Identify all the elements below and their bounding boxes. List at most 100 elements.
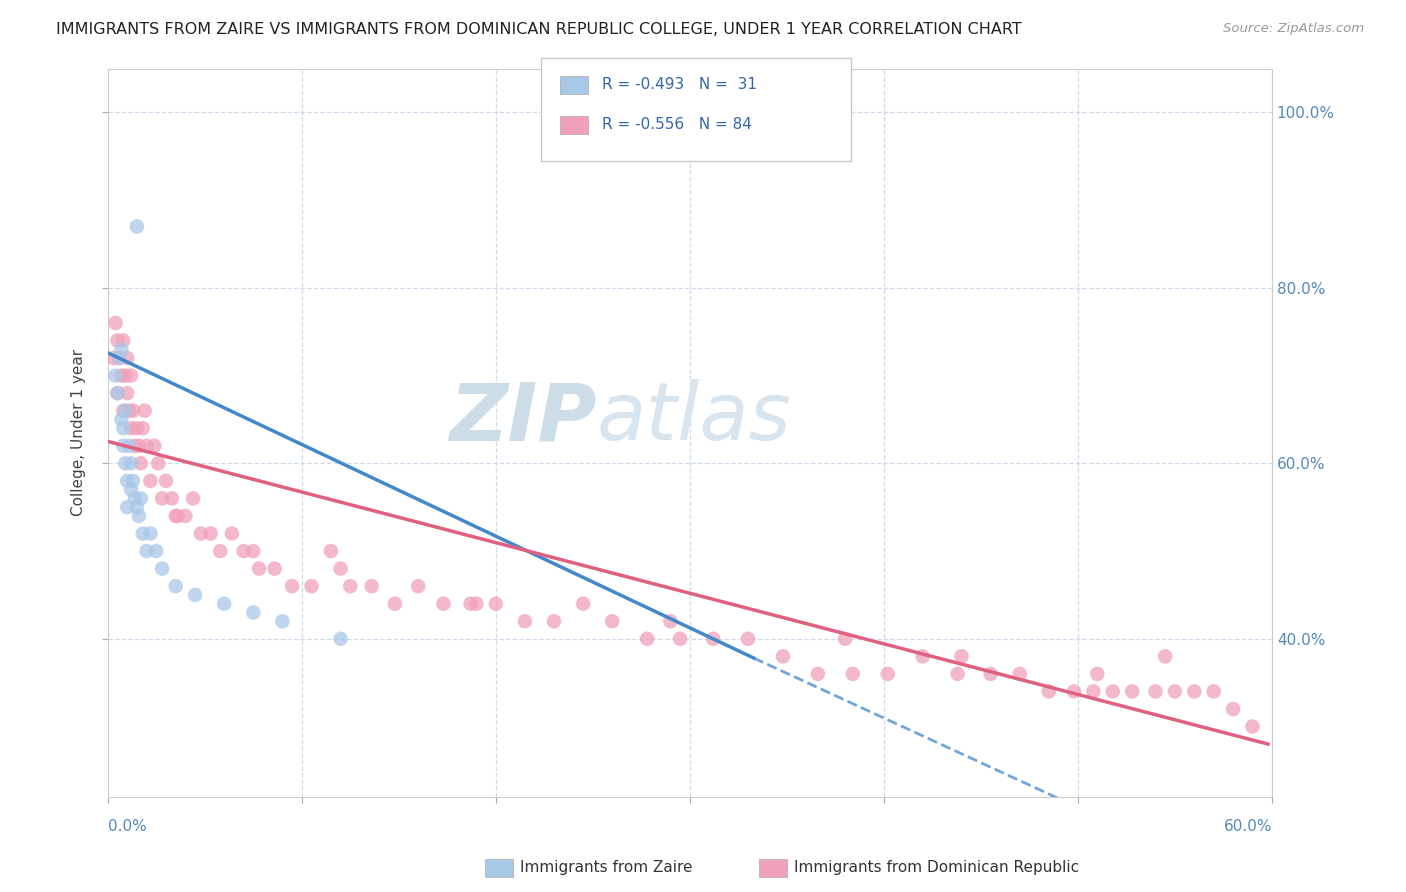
Point bbox=[384, 597, 406, 611]
Point bbox=[190, 526, 212, 541]
Point bbox=[1083, 684, 1105, 698]
Point bbox=[107, 386, 129, 401]
Text: Immigrants from Zaire: Immigrants from Zaire bbox=[520, 860, 693, 874]
Point bbox=[125, 219, 148, 234]
Point bbox=[135, 439, 157, 453]
Point bbox=[150, 561, 173, 575]
Point bbox=[242, 544, 264, 558]
Point bbox=[110, 343, 132, 357]
Point bbox=[946, 666, 969, 681]
Point bbox=[1101, 684, 1123, 698]
Point bbox=[212, 597, 235, 611]
Point bbox=[129, 491, 152, 506]
Point bbox=[1154, 649, 1177, 664]
Point bbox=[112, 403, 135, 417]
Point bbox=[329, 561, 352, 575]
Point bbox=[114, 403, 136, 417]
Point bbox=[1241, 719, 1264, 733]
Point bbox=[876, 666, 898, 681]
Text: ZIP: ZIP bbox=[450, 379, 596, 457]
Point bbox=[572, 597, 595, 611]
Point bbox=[636, 632, 658, 646]
Text: IMMIGRANTS FROM ZAIRE VS IMMIGRANTS FROM DOMINICAN REPUBLIC COLLEGE, UNDER 1 YEA: IMMIGRANTS FROM ZAIRE VS IMMIGRANTS FROM… bbox=[56, 22, 1022, 37]
Point bbox=[135, 544, 157, 558]
Point bbox=[165, 579, 187, 593]
Point bbox=[1182, 684, 1205, 698]
Point bbox=[1038, 684, 1060, 698]
Point bbox=[134, 403, 156, 417]
Point bbox=[543, 614, 565, 628]
Point bbox=[128, 508, 150, 523]
Point bbox=[118, 403, 141, 417]
Point bbox=[702, 632, 724, 646]
Point bbox=[911, 649, 934, 664]
Point bbox=[247, 561, 270, 575]
Point bbox=[115, 386, 138, 401]
Point bbox=[184, 588, 207, 602]
Point bbox=[1164, 684, 1187, 698]
Point bbox=[104, 316, 127, 330]
Point bbox=[319, 544, 342, 558]
Text: R = -0.556   N = 84: R = -0.556 N = 84 bbox=[602, 118, 752, 132]
Point bbox=[114, 368, 136, 383]
Point bbox=[209, 544, 232, 558]
Point bbox=[115, 351, 138, 365]
Point bbox=[114, 456, 136, 470]
Point bbox=[329, 632, 352, 646]
Point bbox=[145, 544, 167, 558]
Point bbox=[600, 614, 623, 628]
Text: R = -0.493   N =  31: R = -0.493 N = 31 bbox=[602, 78, 756, 92]
Point bbox=[1202, 684, 1225, 698]
Point bbox=[120, 483, 142, 497]
Point bbox=[432, 597, 454, 611]
Point bbox=[465, 597, 488, 611]
Point bbox=[104, 368, 127, 383]
Point bbox=[263, 561, 285, 575]
Point bbox=[107, 386, 129, 401]
Y-axis label: College, Under 1 year: College, Under 1 year bbox=[72, 349, 86, 516]
Point bbox=[271, 614, 294, 628]
Point bbox=[110, 368, 132, 383]
Point bbox=[737, 632, 759, 646]
Point bbox=[148, 456, 170, 470]
Point bbox=[485, 597, 508, 611]
Point bbox=[950, 649, 973, 664]
Point bbox=[669, 632, 692, 646]
Point bbox=[232, 544, 254, 558]
Point bbox=[150, 491, 173, 506]
Point bbox=[125, 500, 148, 515]
Text: atlas: atlas bbox=[596, 379, 792, 457]
Point bbox=[242, 606, 264, 620]
Point bbox=[221, 526, 243, 541]
Point bbox=[1008, 666, 1031, 681]
Text: 60.0%: 60.0% bbox=[1223, 819, 1272, 834]
Text: Immigrants from Dominican Republic: Immigrants from Dominican Republic bbox=[794, 860, 1080, 874]
Point bbox=[980, 666, 1002, 681]
Point bbox=[124, 439, 146, 453]
Point bbox=[772, 649, 794, 664]
Point bbox=[360, 579, 382, 593]
Point bbox=[834, 632, 856, 646]
Point bbox=[110, 412, 132, 426]
Point bbox=[139, 474, 162, 488]
Point bbox=[143, 439, 166, 453]
Text: 0.0%: 0.0% bbox=[108, 819, 146, 834]
Point bbox=[129, 456, 152, 470]
Point bbox=[160, 491, 183, 506]
Point bbox=[1144, 684, 1167, 698]
Point bbox=[200, 526, 222, 541]
Point bbox=[181, 491, 204, 506]
Point bbox=[174, 508, 197, 523]
Point bbox=[155, 474, 177, 488]
Point bbox=[139, 526, 162, 541]
Point bbox=[807, 666, 830, 681]
Point bbox=[842, 666, 865, 681]
Point bbox=[124, 491, 146, 506]
Point bbox=[166, 508, 188, 523]
Point bbox=[406, 579, 429, 593]
Text: Source: ZipAtlas.com: Source: ZipAtlas.com bbox=[1223, 22, 1364, 36]
Point bbox=[107, 334, 129, 348]
Point bbox=[301, 579, 323, 593]
Point bbox=[659, 614, 682, 628]
Point bbox=[165, 508, 187, 523]
